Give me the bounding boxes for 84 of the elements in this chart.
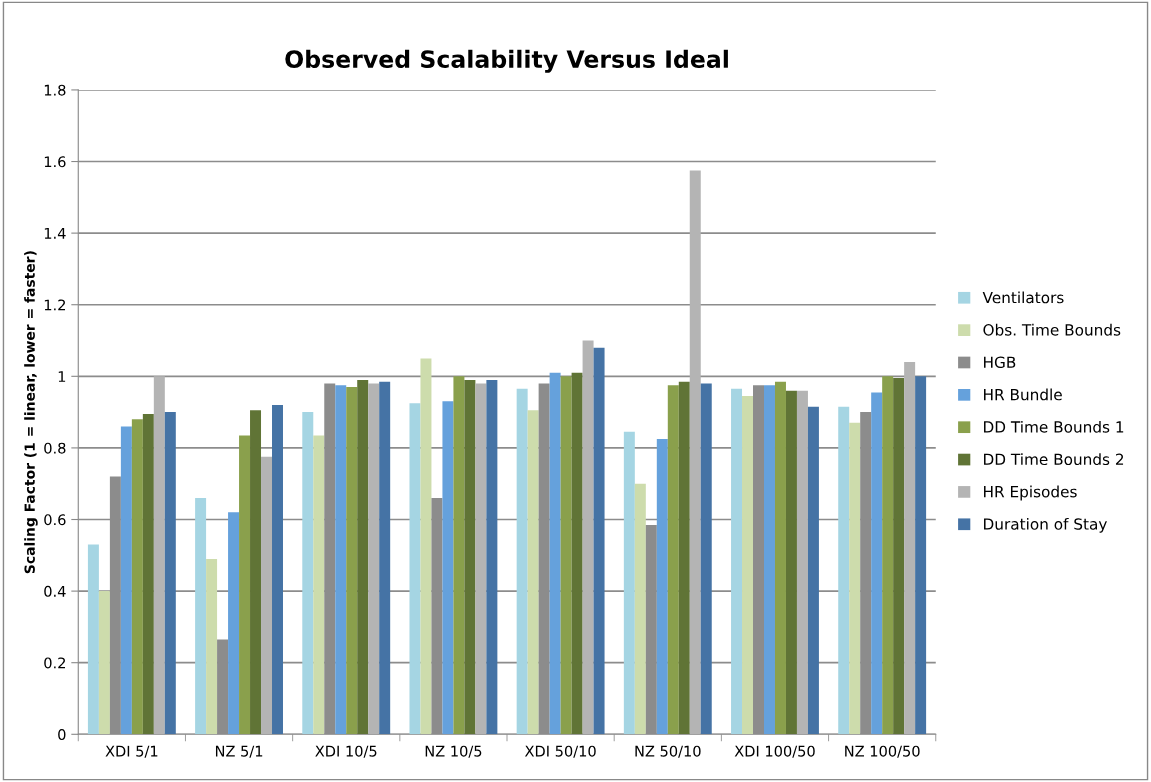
bar (516, 388, 528, 735)
bar (689, 170, 701, 735)
bar (142, 413, 154, 735)
bar (261, 456, 273, 735)
bar (915, 376, 927, 735)
legend-label: Obs. Time Bounds (983, 323, 1121, 336)
y-tick-label: 0 (58, 729, 66, 741)
bar (486, 379, 498, 735)
legend-label: HR Bundle (984, 388, 1062, 401)
x-tick-label: NZ 100/50 (845, 745, 920, 758)
bar (807, 406, 819, 735)
bar (313, 435, 325, 735)
y-tick-label: 1.6 (44, 156, 66, 168)
bar (368, 383, 380, 735)
bar (420, 358, 432, 735)
bar (442, 401, 454, 735)
x-tick-label: XDI 50/10 (524, 745, 596, 758)
y-tick-label: 1 (58, 371, 66, 382)
bar (774, 381, 786, 735)
x-tick-label: NZ 10/5 (425, 745, 482, 758)
legend-label: DD Time Bounds 2 (984, 453, 1124, 466)
bar (409, 403, 421, 735)
bar (893, 378, 905, 735)
x-tick-label: XDI 100/50 (734, 745, 815, 758)
x-tick-label: NZ 50/10 (635, 745, 701, 758)
bar (571, 372, 583, 735)
x-tick-label: XDI 10/5 (315, 745, 377, 758)
bar (464, 379, 476, 735)
x-tick-label: NZ 5/1 (215, 745, 263, 758)
bar (838, 406, 850, 735)
bar (700, 383, 712, 735)
bar (453, 376, 465, 735)
bar (634, 483, 646, 735)
bar (742, 396, 754, 735)
bar (731, 388, 743, 735)
bar (593, 347, 605, 735)
y-tick-label: 1.2 (44, 299, 65, 311)
bar (656, 438, 668, 735)
bar (206, 558, 218, 735)
bar (667, 385, 679, 735)
bar (272, 404, 283, 735)
bar (195, 498, 207, 735)
bar (239, 435, 251, 735)
y-tick-label: 0.2 (44, 657, 65, 669)
bar (379, 381, 391, 735)
bar (164, 412, 176, 735)
legend-label: HGB (984, 356, 1016, 369)
bar (120, 426, 132, 735)
bar (98, 591, 110, 735)
legend-label: DD Time Bounds 1 (984, 420, 1124, 433)
bar (153, 376, 165, 735)
y-axis-title: Scaling Factor (1 = linear, lower = faster) (24, 251, 38, 574)
bar (527, 410, 539, 735)
bar (475, 383, 487, 735)
bar (582, 340, 594, 735)
bar (796, 390, 808, 735)
y-tick-label: 1.4 (44, 228, 66, 239)
bar (357, 379, 369, 735)
bar (302, 412, 314, 735)
bar (335, 385, 347, 735)
bar (560, 376, 572, 735)
bar (678, 381, 690, 735)
bar (346, 387, 358, 735)
bar (250, 410, 262, 735)
legend-label: Ventilators (982, 291, 1064, 304)
y-tick-label: 0.6 (44, 514, 66, 526)
x-tick-label: XDI 5/1 (105, 745, 158, 758)
chart-title: Observed Scalability Versus Ideal (285, 49, 728, 73)
y-tick-label: 0.8 (44, 442, 66, 454)
bar (871, 392, 883, 735)
bar (785, 390, 797, 735)
y-tick-label: 1.8 (44, 84, 66, 96)
bar (549, 372, 561, 735)
bar (904, 362, 916, 735)
legend-label: HR Episodes (984, 485, 1077, 501)
bar (764, 385, 775, 735)
bar (87, 544, 99, 735)
legend-label: Duration of Stay (984, 517, 1107, 533)
bar (623, 431, 635, 735)
bar (131, 419, 143, 735)
bar (849, 422, 861, 735)
bar (228, 512, 240, 735)
y-tick-label: 0.4 (44, 585, 66, 597)
bar (882, 376, 894, 735)
